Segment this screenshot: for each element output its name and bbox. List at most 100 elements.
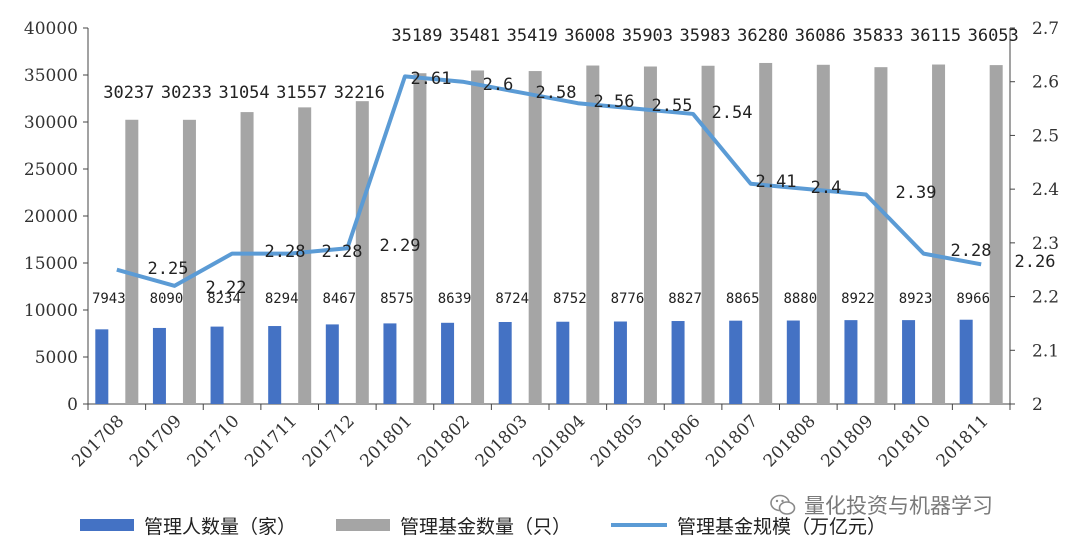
- bar-funds: [989, 65, 1003, 404]
- x-tick-label: 201710: [184, 411, 244, 471]
- chart-labels: 7943 8090 8234 8294 8467 8575 8639 8724 8752 8776…: [92, 26, 1056, 307]
- bar-funds: [240, 112, 254, 404]
- x-tick-label: 201711: [241, 411, 301, 471]
- x-tick-label: 201801: [356, 411, 416, 471]
- x-tick-label: 201708: [68, 411, 128, 471]
- data-label-scale: 2.22: [206, 278, 247, 298]
- bar-managers: [325, 324, 339, 404]
- data-label-managers: 8752: [553, 291, 587, 307]
- data-label-managers: 8880: [783, 291, 817, 307]
- data-label-managers: 8294: [265, 291, 299, 307]
- data-label-funds: 36008: [564, 26, 615, 46]
- data-label-managers: 8090: [150, 291, 184, 307]
- y-left-tick-label: 20000: [24, 207, 78, 227]
- data-label-managers: 8575: [380, 291, 414, 307]
- data-label-scale: 2.39: [896, 183, 937, 203]
- data-label-scale: 2.28: [265, 242, 306, 262]
- bar-funds: [759, 62, 773, 405]
- bar-funds: [701, 65, 715, 404]
- data-label-funds: 35833: [852, 26, 903, 46]
- legend-item-scale: 管理基金规模（万亿元）: [611, 512, 886, 539]
- data-label-funds: 36280: [737, 26, 788, 46]
- bar-managers: [844, 320, 858, 404]
- data-label-funds: 35983: [679, 26, 730, 46]
- bar-managers: [729, 320, 743, 404]
- data-label-scale: 2.25: [148, 259, 189, 279]
- y-left-tick-label: 35000: [24, 66, 78, 86]
- data-label-funds: 35189: [391, 26, 442, 46]
- legend-swatch-scale: [611, 523, 668, 527]
- y-left-tick-label: 5000: [35, 348, 78, 368]
- y-left-tick-label: 10000: [24, 301, 78, 321]
- bar-managers: [959, 319, 973, 404]
- y-right-tick-label: 2: [1032, 395, 1043, 415]
- bar-funds: [528, 71, 542, 404]
- data-label-scale: 2.54: [712, 103, 753, 123]
- y-left-tick-label: 0: [67, 395, 78, 415]
- x-tick-label: 201712: [299, 411, 359, 471]
- data-label-funds: 35419: [507, 26, 558, 46]
- bar-funds: [413, 73, 427, 405]
- bar-managers: [498, 321, 512, 404]
- data-label-funds: 36086: [795, 26, 846, 46]
- data-label-managers: 7943: [92, 291, 126, 307]
- x-tick-label: 201806: [645, 411, 705, 471]
- x-tick-label: 201803: [472, 411, 532, 471]
- data-label-funds: 31054: [218, 83, 269, 103]
- bar-funds: [932, 64, 946, 405]
- data-label-scale: 2.28: [322, 242, 363, 262]
- y-left-tick-label: 25000: [24, 160, 78, 180]
- data-label-managers: 8966: [956, 291, 990, 307]
- bar-funds: [643, 66, 657, 404]
- chart-canvas: 0 5000 10000 15000 20000 25000 30000 35000 40000…: [24, 19, 1059, 471]
- bar-funds: [182, 119, 196, 404]
- watermark-text: 量化投资与机器学习: [804, 494, 993, 518]
- chart-legend: 管理人数量（家） 管理基金数量（只） 管理基金规模（万亿元）: [80, 508, 926, 542]
- data-label-managers: 8827: [668, 291, 702, 307]
- legend-swatch-funds: [336, 519, 391, 531]
- legend-item-funds: 管理基金数量（只）: [336, 512, 571, 539]
- y-right-tick-label: 2.6: [1032, 73, 1059, 93]
- bar-funds: [125, 119, 139, 404]
- data-label-funds: 30233: [161, 83, 212, 103]
- legend-swatch-managers: [80, 519, 134, 531]
- bar-funds: [586, 65, 600, 404]
- chart-line: [116, 74, 982, 288]
- legend-label-funds: 管理基金数量（只）: [400, 515, 572, 538]
- data-label-funds: 36115: [910, 26, 961, 46]
- bar-managers: [210, 326, 224, 404]
- bar-managers: [383, 323, 397, 404]
- bar-managers: [268, 326, 282, 404]
- legend-label-managers: 管理人数量（家）: [144, 515, 297, 538]
- y-right-tick-label: 2.5: [1032, 126, 1059, 146]
- y-right-tick-label: 2.3: [1032, 234, 1059, 254]
- data-label-funds: 32216: [334, 83, 385, 103]
- data-label-scale: 2.58: [536, 83, 577, 103]
- wechat-icon: [770, 494, 796, 515]
- bar-managers: [95, 329, 109, 404]
- data-label-scale: 2.55: [652, 96, 693, 116]
- x-tick-label: 201807: [702, 411, 762, 471]
- data-label-managers: 8865: [726, 291, 760, 307]
- data-label-funds: 30237: [103, 83, 154, 103]
- bar-funds: [355, 101, 369, 404]
- bar-managers: [902, 320, 916, 404]
- x-tick-label: 201810: [875, 411, 935, 471]
- x-tick-label: 201809: [817, 411, 877, 471]
- y-right-tick-label: 2.1: [1032, 341, 1059, 361]
- data-label-managers: 8776: [611, 291, 645, 307]
- data-label-managers: 8922: [841, 291, 875, 307]
- x-tick-label: 201804: [529, 411, 589, 471]
- bar-managers: [786, 320, 800, 404]
- data-label-funds: 31557: [276, 83, 327, 103]
- bar-funds: [816, 64, 830, 405]
- data-label-managers: 8724: [495, 291, 529, 307]
- data-label-scale: 2.4: [811, 178, 842, 198]
- bar-managers: [152, 327, 166, 404]
- x-tick-label: 201805: [587, 411, 647, 471]
- y-left-tick-label: 30000: [24, 113, 78, 133]
- data-label-scale: 2.28: [951, 241, 992, 261]
- x-tick-label: 201802: [414, 411, 474, 471]
- data-label-managers: 8923: [899, 291, 933, 307]
- data-label-managers: 8639: [438, 291, 472, 307]
